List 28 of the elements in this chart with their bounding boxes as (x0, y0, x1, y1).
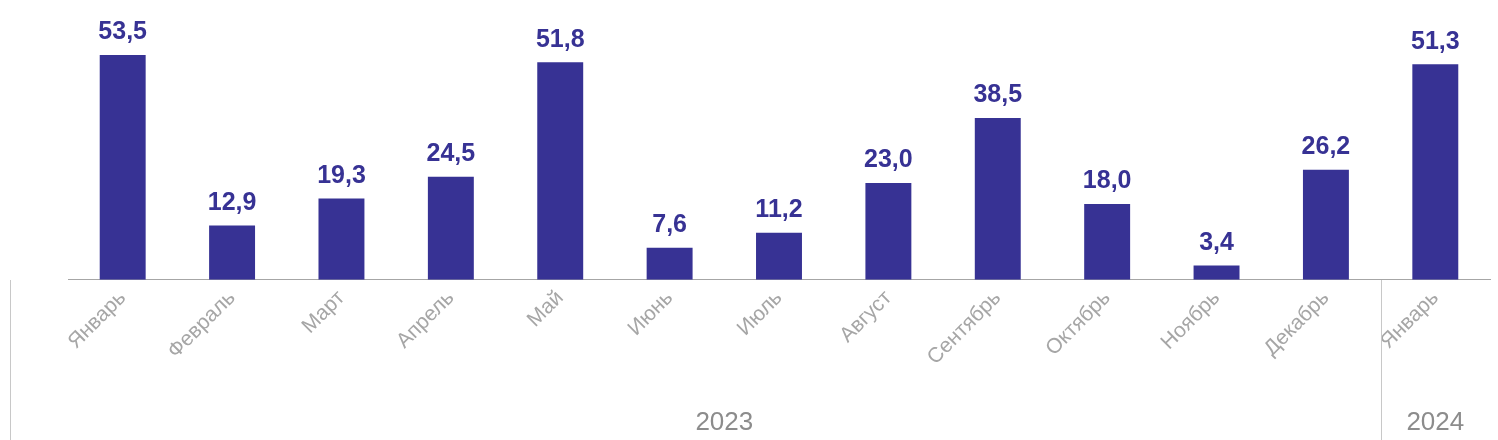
bar (756, 232, 802, 280)
data-label: 53,5 (98, 16, 148, 45)
data-label: 24,5 (426, 138, 476, 167)
bar (99, 55, 146, 280)
bar (1412, 64, 1459, 280)
bar (865, 183, 912, 280)
bar (427, 176, 474, 280)
data-label: 18,0 (1082, 165, 1132, 194)
bar (1193, 265, 1240, 280)
data-label: 19,3 (317, 160, 366, 189)
data-label: 23,0 (864, 144, 913, 173)
bar (209, 225, 256, 280)
text: 2023 (695, 406, 754, 436)
bar (537, 62, 584, 280)
data-label: 7,6 (652, 209, 687, 238)
bar (974, 118, 1021, 280)
bar (1302, 169, 1349, 280)
bar (646, 247, 693, 280)
data-label: 12,9 (207, 186, 257, 215)
data-label: 3,4 (1199, 226, 1235, 255)
bar (318, 198, 365, 280)
bar (1084, 204, 1131, 280)
text: 2024 (1406, 406, 1465, 436)
data-label: 26,2 (1301, 131, 1351, 160)
data-label: 38,5 (973, 79, 1023, 108)
data-label: 51,3 (1410, 25, 1460, 54)
data-label: 11,2 (755, 194, 803, 223)
data-label: 51,8 (535, 23, 585, 52)
